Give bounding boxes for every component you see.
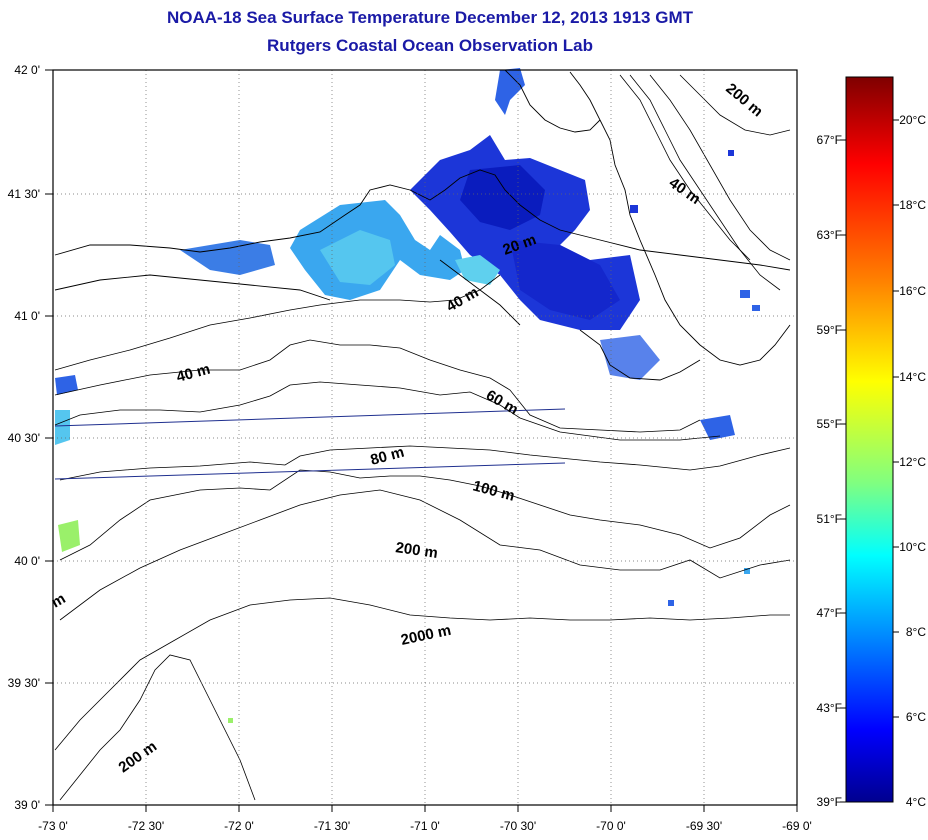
axis-ticks xyxy=(45,69,798,812)
contour-label-200m-north: 200 m xyxy=(722,80,766,120)
lon-label: -71 0' xyxy=(410,819,440,833)
lat-label: 40 30' xyxy=(8,431,40,445)
celsius-label: 10°C xyxy=(899,540,926,554)
contour-label-200m-center: 200 m xyxy=(394,539,438,562)
celsius-label: 14°C xyxy=(899,370,926,384)
isobaths xyxy=(54,74,791,801)
celsius-label: 20°C xyxy=(899,113,926,127)
longitude-labels: -73 0' -72 30' -72 0' -71 30' -71 0' -70… xyxy=(38,819,812,833)
colorbar-ticks xyxy=(840,119,899,803)
lat-label: 39 0' xyxy=(14,798,40,812)
fahrenheit-label: 39°F xyxy=(817,795,842,809)
satellite-tracks xyxy=(54,408,566,480)
fahrenheit-labels: 67°F 63°F 59°F 55°F 51°F 47°F 43°F 39°F xyxy=(817,133,842,809)
lat-label: 41 30' xyxy=(8,187,40,201)
lon-label: -69 0' xyxy=(782,819,812,833)
fahrenheit-label: 63°F xyxy=(817,228,842,242)
contour-label-40m-east: 40 m xyxy=(666,174,704,208)
lon-label: -71 30' xyxy=(314,819,350,833)
lon-label: -70 0' xyxy=(596,819,626,833)
lat-label: 41 0' xyxy=(14,309,40,323)
fahrenheit-label: 55°F xyxy=(817,417,842,431)
fahrenheit-label: 59°F xyxy=(817,323,842,337)
contour-labels: 200 m 40 m 20 m 40 m 40 m 60 m 80 m 100 … xyxy=(49,80,766,776)
lon-label: -72 0' xyxy=(224,819,254,833)
celsius-label: 4°C xyxy=(906,795,926,809)
fahrenheit-label: 67°F xyxy=(817,133,842,147)
celsius-label: 6°C xyxy=(906,710,926,724)
celsius-label: 12°C xyxy=(899,455,926,469)
contour-label-100m: 100 m xyxy=(471,477,516,504)
celsius-label: 8°C xyxy=(906,625,926,639)
map-grid xyxy=(53,70,797,805)
map-title: NOAA-18 Sea Surface Temperature December… xyxy=(167,8,693,27)
fahrenheit-label: 47°F xyxy=(817,606,842,620)
fahrenheit-label: 51°F xyxy=(817,512,842,526)
lat-label: 42 0' xyxy=(14,63,40,77)
contour-label-200m-south: 200 m xyxy=(116,738,161,776)
contour-label-60m: 60 m xyxy=(483,387,521,419)
map-subtitle: Rutgers Coastal Ocean Observation Lab xyxy=(267,36,593,55)
lat-label: 39 30' xyxy=(8,676,40,690)
celsius-label: 16°C xyxy=(899,284,926,298)
celsius-labels: 20°C 18°C 16°C 14°C 12°C 10°C 8°C 6°C 4°… xyxy=(899,113,926,809)
coastline xyxy=(54,69,791,381)
sst-data-layer xyxy=(55,68,760,723)
celsius-label: 18°C xyxy=(899,198,926,212)
contour-label-40m-center: 40 m xyxy=(444,284,482,316)
fahrenheit-label: 43°F xyxy=(817,701,842,715)
temperature-colorbar xyxy=(845,76,894,803)
latitude-labels: 42 0' 41 30' 41 0' 40 30' 40 0' 39 30' 3… xyxy=(8,63,40,812)
lat-label: 40 0' xyxy=(14,554,40,568)
lon-label: -73 0' xyxy=(38,819,68,833)
lon-label: -69 30' xyxy=(686,819,722,833)
lon-label: -72 30' xyxy=(128,819,164,833)
lon-label: -70 30' xyxy=(500,819,536,833)
contour-label-40m-west: 40 m xyxy=(175,361,212,386)
contour-label-2000m: 2000 m xyxy=(399,622,452,649)
contour-label-80m: 80 m xyxy=(369,444,406,469)
contour-label-edge: m xyxy=(49,590,69,611)
